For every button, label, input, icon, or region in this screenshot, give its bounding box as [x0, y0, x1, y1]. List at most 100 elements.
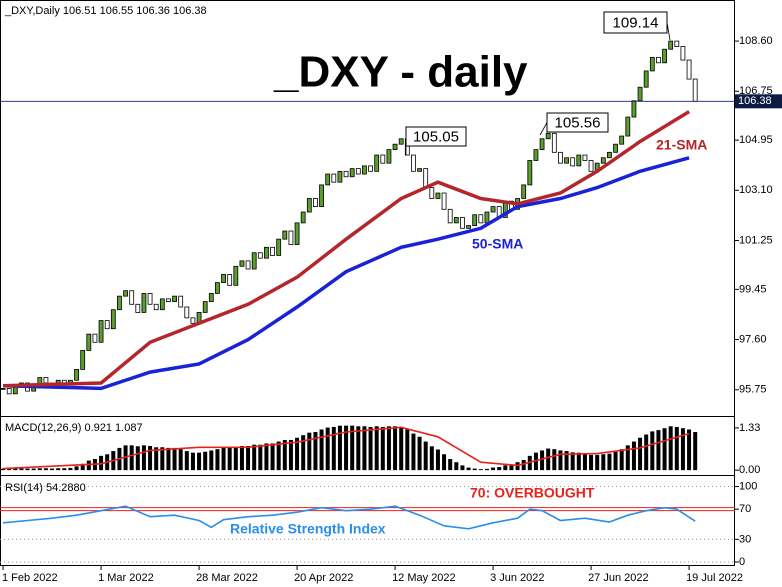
macd-bar: [564, 451, 569, 471]
macd-bar: [601, 454, 606, 471]
macd-bar: [197, 452, 202, 471]
macd-bar: [558, 450, 563, 471]
macd-bar: [1, 468, 6, 471]
macd-bar: [417, 436, 422, 471]
macd-bar: [74, 466, 79, 471]
macd-bar: [19, 468, 24, 471]
macd-bar: [325, 427, 330, 471]
candle: [588, 160, 594, 172]
candle: [282, 230, 288, 240]
macd-bar: [166, 447, 171, 471]
candle: [233, 265, 239, 286]
macd-bar: [656, 430, 661, 471]
candle: [0, 388, 6, 390]
candle: [306, 198, 312, 213]
macd-bar: [405, 429, 410, 471]
macd-bar: [472, 468, 477, 471]
y-tick-label: 0: [739, 556, 745, 568]
x-tick-label: 1 Mar 2022: [98, 572, 154, 584]
macd-bar: [282, 439, 287, 471]
candle: [613, 143, 618, 153]
macd-bar: [644, 434, 649, 471]
candle: [202, 301, 208, 313]
y-tick-label: 101.25: [739, 234, 773, 246]
candle: [398, 138, 404, 145]
macd-bar: [62, 468, 67, 471]
macd-bar: [178, 449, 183, 471]
candle: [172, 295, 177, 302]
annotation-box: [546, 112, 609, 133]
macd-bar: [276, 441, 281, 471]
x-tick-label: 12 May 2022: [392, 572, 456, 584]
macd-bar: [31, 468, 36, 471]
y-tick-label: 100: [739, 480, 757, 492]
candle: [607, 151, 612, 159]
macd-bar: [521, 459, 526, 471]
candle: [349, 168, 355, 178]
plot-frame: [0, 0, 735, 566]
macd-bar: [337, 425, 342, 471]
macd-bar: [331, 426, 336, 471]
candle: [429, 187, 435, 199]
candle: [123, 290, 128, 297]
macd-bar: [319, 429, 324, 471]
candle: [74, 369, 79, 381]
macd-bar: [484, 468, 489, 471]
candle: [435, 192, 441, 199]
candle: [135, 303, 141, 313]
candle: [539, 138, 545, 151]
candle: [288, 230, 294, 245]
macd-bar: [411, 433, 416, 471]
candle: [325, 173, 331, 186]
candle: [227, 274, 233, 286]
candle: [484, 211, 490, 224]
macd-bar: [650, 431, 655, 471]
macd-bar: [423, 441, 428, 471]
annotation: 70: OVERBOUGHT: [470, 485, 595, 501]
macd-bar: [25, 468, 30, 471]
macd-bar: [399, 426, 404, 471]
macd-bar: [344, 425, 349, 471]
macd-bar: [209, 450, 214, 471]
y-tick-label: 95.75: [739, 384, 767, 396]
macd-bar: [301, 435, 306, 471]
macd-bar: [435, 449, 440, 471]
candle: [423, 168, 429, 189]
candle: [343, 170, 349, 178]
macd-bar: [252, 444, 257, 471]
y-tick-label: 97.60: [739, 333, 767, 345]
macd-bar: [313, 432, 318, 471]
macd-bar: [442, 454, 447, 471]
candle: [166, 298, 171, 302]
series-label: 21-SMA: [656, 137, 707, 153]
annotation: 105.56: [555, 114, 601, 131]
candle: [178, 295, 184, 308]
macd-bar: [129, 445, 134, 471]
macd-bar: [625, 445, 630, 471]
candle: [447, 208, 453, 224]
macd-bar: [227, 447, 232, 471]
macd-bar: [380, 426, 385, 471]
annotation-box: [603, 11, 668, 34]
macd-bar: [135, 446, 140, 471]
macd-bar: [687, 429, 692, 471]
signal-line: [3, 426, 690, 470]
macd-bar: [288, 439, 293, 471]
candle: [362, 165, 367, 175]
macd-bar: [448, 459, 453, 471]
candle: [600, 157, 606, 164]
macd-bar: [638, 437, 643, 471]
macd-bar: [693, 432, 698, 471]
price-box: [735, 94, 782, 109]
candle: [159, 298, 165, 311]
macd-bar: [460, 465, 465, 471]
x-tick-label: 1 Feb 2022: [2, 572, 58, 584]
macd-bar: [13, 468, 18, 471]
leader-line: [539, 122, 548, 136]
candle: [129, 290, 135, 305]
y-tick-label: 70: [739, 503, 751, 515]
macd-bar: [552, 449, 557, 471]
macd-bar: [374, 426, 379, 471]
candle: [656, 56, 661, 64]
macd-bar: [160, 447, 165, 471]
